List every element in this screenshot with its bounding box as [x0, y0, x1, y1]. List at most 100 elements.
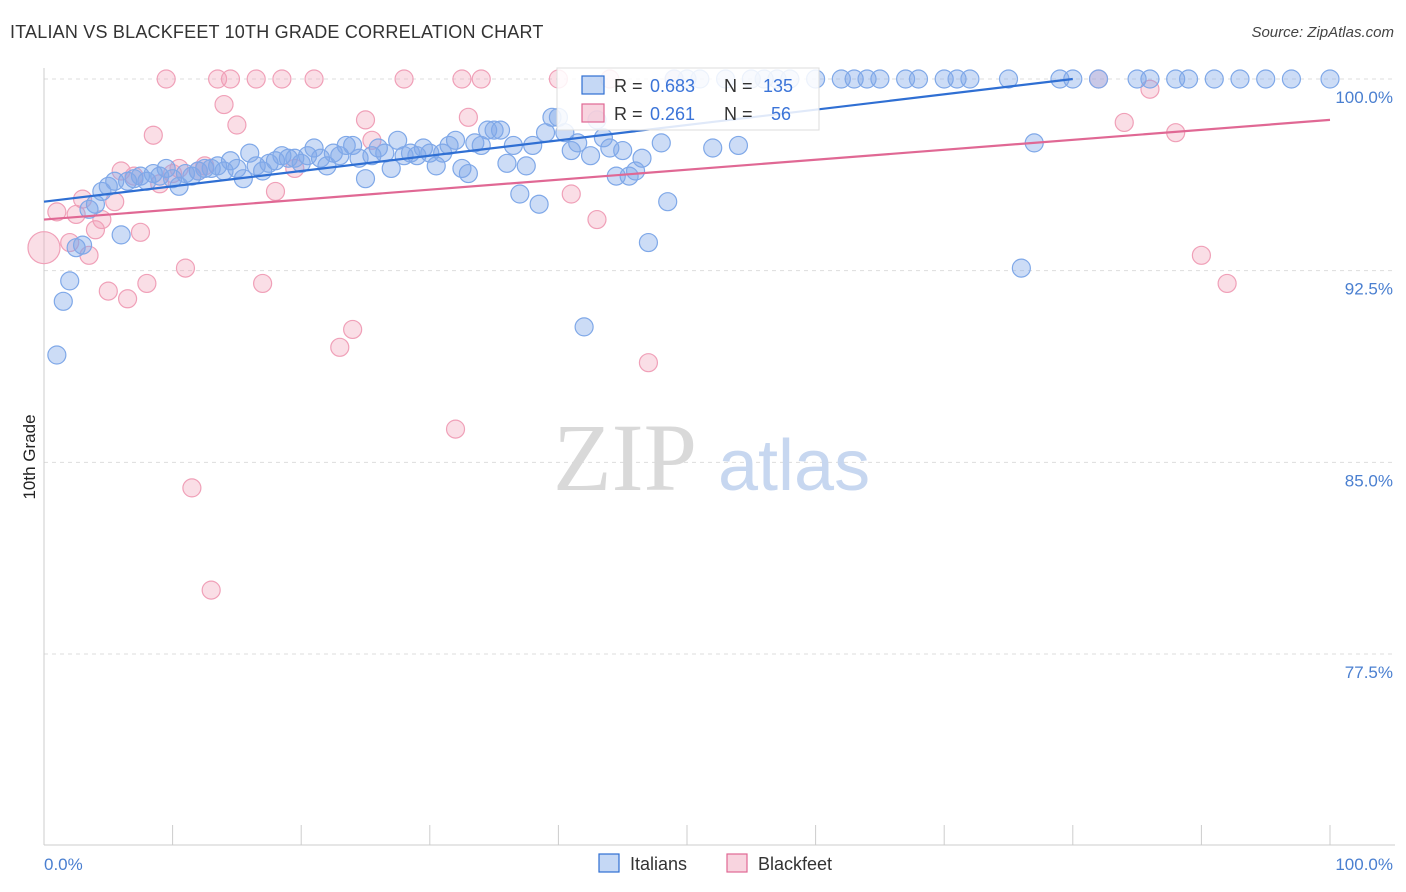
blackfeet-r-value: 0.261 — [650, 104, 695, 124]
italians-point — [330, 146, 350, 166]
blackfeet-point — [1114, 112, 1134, 133]
italians-point — [632, 148, 652, 168]
legend-blackfeet-swatch — [726, 853, 748, 873]
italians-point — [580, 146, 601, 166]
blackfeet-point — [143, 125, 163, 145]
legend-italians-swatch — [598, 853, 620, 873]
italians-point — [458, 163, 478, 184]
italians-point — [658, 192, 678, 212]
blackfeet-point — [272, 69, 292, 89]
italians-point — [998, 69, 1019, 89]
italians-point — [304, 138, 324, 158]
source-label: Source: ZipAtlas.com — [1251, 24, 1394, 41]
italians-point — [510, 184, 530, 204]
italians-point — [355, 169, 376, 189]
italians-point — [1256, 69, 1276, 89]
italians-r-value: 0.683 — [650, 76, 695, 96]
blackfeet-point — [394, 69, 414, 89]
blackfeet-trend-line — [43, 118, 1331, 221]
italians-point — [908, 69, 929, 89]
italians-points — [47, 69, 1340, 365]
x-tick-labels: 0.0% 100.0% — [44, 855, 1393, 874]
blackfeet-point — [265, 181, 286, 202]
italians-point — [516, 156, 536, 176]
watermark: ZIP atlas — [553, 404, 870, 511]
blackfeet-r-label: R = — [614, 104, 643, 124]
italians-point — [336, 135, 356, 156]
italians-point — [1178, 69, 1199, 89]
blackfeet-point — [27, 231, 61, 265]
italians-point — [529, 194, 549, 214]
blackfeet-point — [330, 337, 350, 357]
italians-point — [1204, 69, 1224, 89]
italians-point — [490, 120, 511, 140]
italians-point — [960, 69, 980, 89]
blackfeet-point — [201, 580, 221, 600]
blackfeet-point — [130, 222, 151, 242]
italians-point — [1088, 69, 1109, 89]
italians-point — [163, 169, 183, 189]
legend-blackfeet-label: Blackfeet — [758, 854, 832, 874]
blackfeet-point — [98, 281, 118, 301]
legend-italians-label: Italians — [630, 854, 687, 874]
blackfeet-point — [362, 130, 382, 150]
y-tick-label: 92.5% — [1345, 280, 1393, 299]
blackfeet-point — [343, 319, 363, 340]
italians-point — [98, 176, 118, 196]
italians-point — [227, 158, 247, 179]
italians-point — [72, 235, 93, 255]
italians-point — [651, 133, 671, 153]
y-tick-label: 100.0% — [1335, 88, 1393, 107]
italians-point — [53, 291, 73, 311]
blackfeet-point — [182, 478, 202, 498]
blackfeet-point — [355, 110, 376, 130]
italians-point — [111, 225, 131, 245]
italians-point — [208, 156, 228, 176]
italians-point — [79, 199, 99, 219]
italians-point — [561, 140, 581, 161]
italians-point — [703, 138, 723, 158]
italians-point — [291, 153, 311, 173]
blackfeet-point — [561, 184, 581, 204]
stats-box-frame — [556, 67, 820, 131]
blackfeet-point — [452, 69, 472, 89]
italians-point — [484, 120, 504, 140]
blackfeet-point — [253, 273, 273, 294]
italians-point — [368, 138, 388, 158]
blackfeet-point — [214, 94, 234, 115]
blackfeet-point — [587, 209, 607, 230]
y-tick-label: 77.5% — [1345, 663, 1393, 682]
blackfeet-point — [85, 220, 106, 240]
italians-point — [445, 130, 466, 150]
italians-point — [728, 135, 749, 156]
blackfeet-point — [458, 107, 478, 127]
italians-point — [638, 232, 659, 253]
y-tick-label: 85.0% — [1345, 471, 1393, 490]
stats-box: R = 0.683 N = 135 R = 0.261 N = 56 — [556, 67, 820, 131]
blackfeet-point — [471, 69, 491, 89]
italians-point — [1281, 69, 1302, 89]
italians-r-label: R = — [614, 76, 643, 96]
axes — [43, 68, 1395, 846]
italians-point — [220, 151, 241, 171]
italians-point — [1140, 69, 1160, 89]
italians-point — [452, 158, 472, 179]
blackfeet-point — [156, 69, 176, 89]
italians-point — [1230, 69, 1250, 89]
blackfeet-point — [1191, 245, 1212, 265]
blackfeet-point — [638, 353, 659, 373]
blackfeet-point — [117, 289, 138, 309]
italians-point — [310, 148, 331, 168]
italians-point — [278, 148, 298, 168]
italians-n-label: N = — [724, 76, 753, 96]
blackfeet-point — [445, 419, 466, 439]
blackfeet-n-value: 56 — [771, 104, 791, 124]
blackfeet-point — [137, 273, 157, 294]
blackfeet-point — [175, 258, 196, 278]
blackfeet-point — [246, 69, 266, 89]
watermark-atlas: atlas — [718, 426, 870, 506]
italians-trend-line — [43, 77, 1073, 203]
y-tick-labels: 77.5% 85.0% 92.5% 100.0% — [1335, 88, 1393, 682]
blackfeet-point — [304, 69, 324, 89]
